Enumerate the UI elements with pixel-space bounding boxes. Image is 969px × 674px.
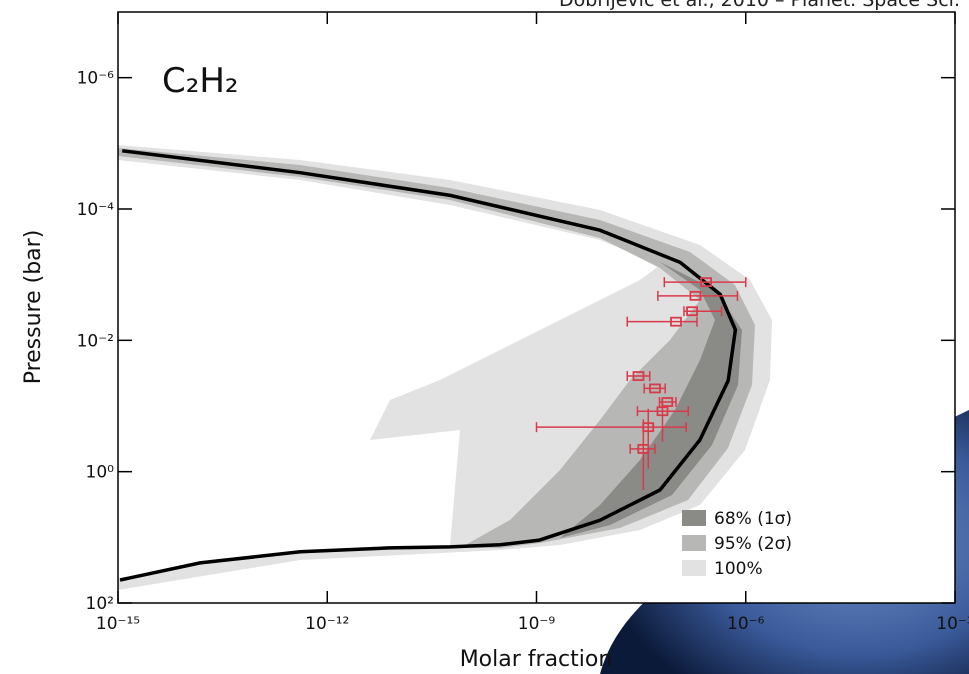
observation-point [637,443,650,454]
y-tick-label: 10⁰ [86,463,115,483]
band-68 [560,262,742,538]
y-tick-label: 10² [86,594,114,614]
y-tick-label: 10⁻⁴ [77,200,115,220]
annotation: Dobrijevic et al., 2010 – Planet. Space … [559,0,960,11]
observation-point [689,290,702,301]
x-tick-label: 10⁻³ [936,614,969,634]
y-tick-label: 10⁻² [77,331,114,351]
x-tick-label: 10⁻⁹ [518,614,556,634]
observation-point [670,316,682,327]
observation-point [632,371,645,381]
band-95 [118,148,755,548]
chart-title: C₂H₂ [162,61,239,101]
x-tick-label: 10⁻¹² [305,614,349,634]
x-tick-label: 10⁻¹⁵ [96,614,140,634]
observation-point [686,306,698,317]
legend-swatch [682,510,706,526]
observation-point [656,406,669,417]
x-tick-label: 10⁻⁶ [727,614,765,634]
legend-label: 95% (2σ) [714,534,792,554]
y-tick-label: 10⁻⁶ [77,69,115,89]
data-layer [119,149,747,582]
legend-swatch [682,535,706,551]
bands [118,145,772,590]
observation-point [661,397,674,407]
y-axis-label: Pressure (bar) [21,230,46,385]
observation-point [700,277,712,288]
legend-swatch [682,560,706,576]
x-axis-label: Molar fraction [460,647,613,672]
legend-label: 68% (1σ) [714,509,792,529]
observation-point [649,383,661,394]
model-curve [119,149,738,582]
legend-label: 100% [714,559,763,579]
